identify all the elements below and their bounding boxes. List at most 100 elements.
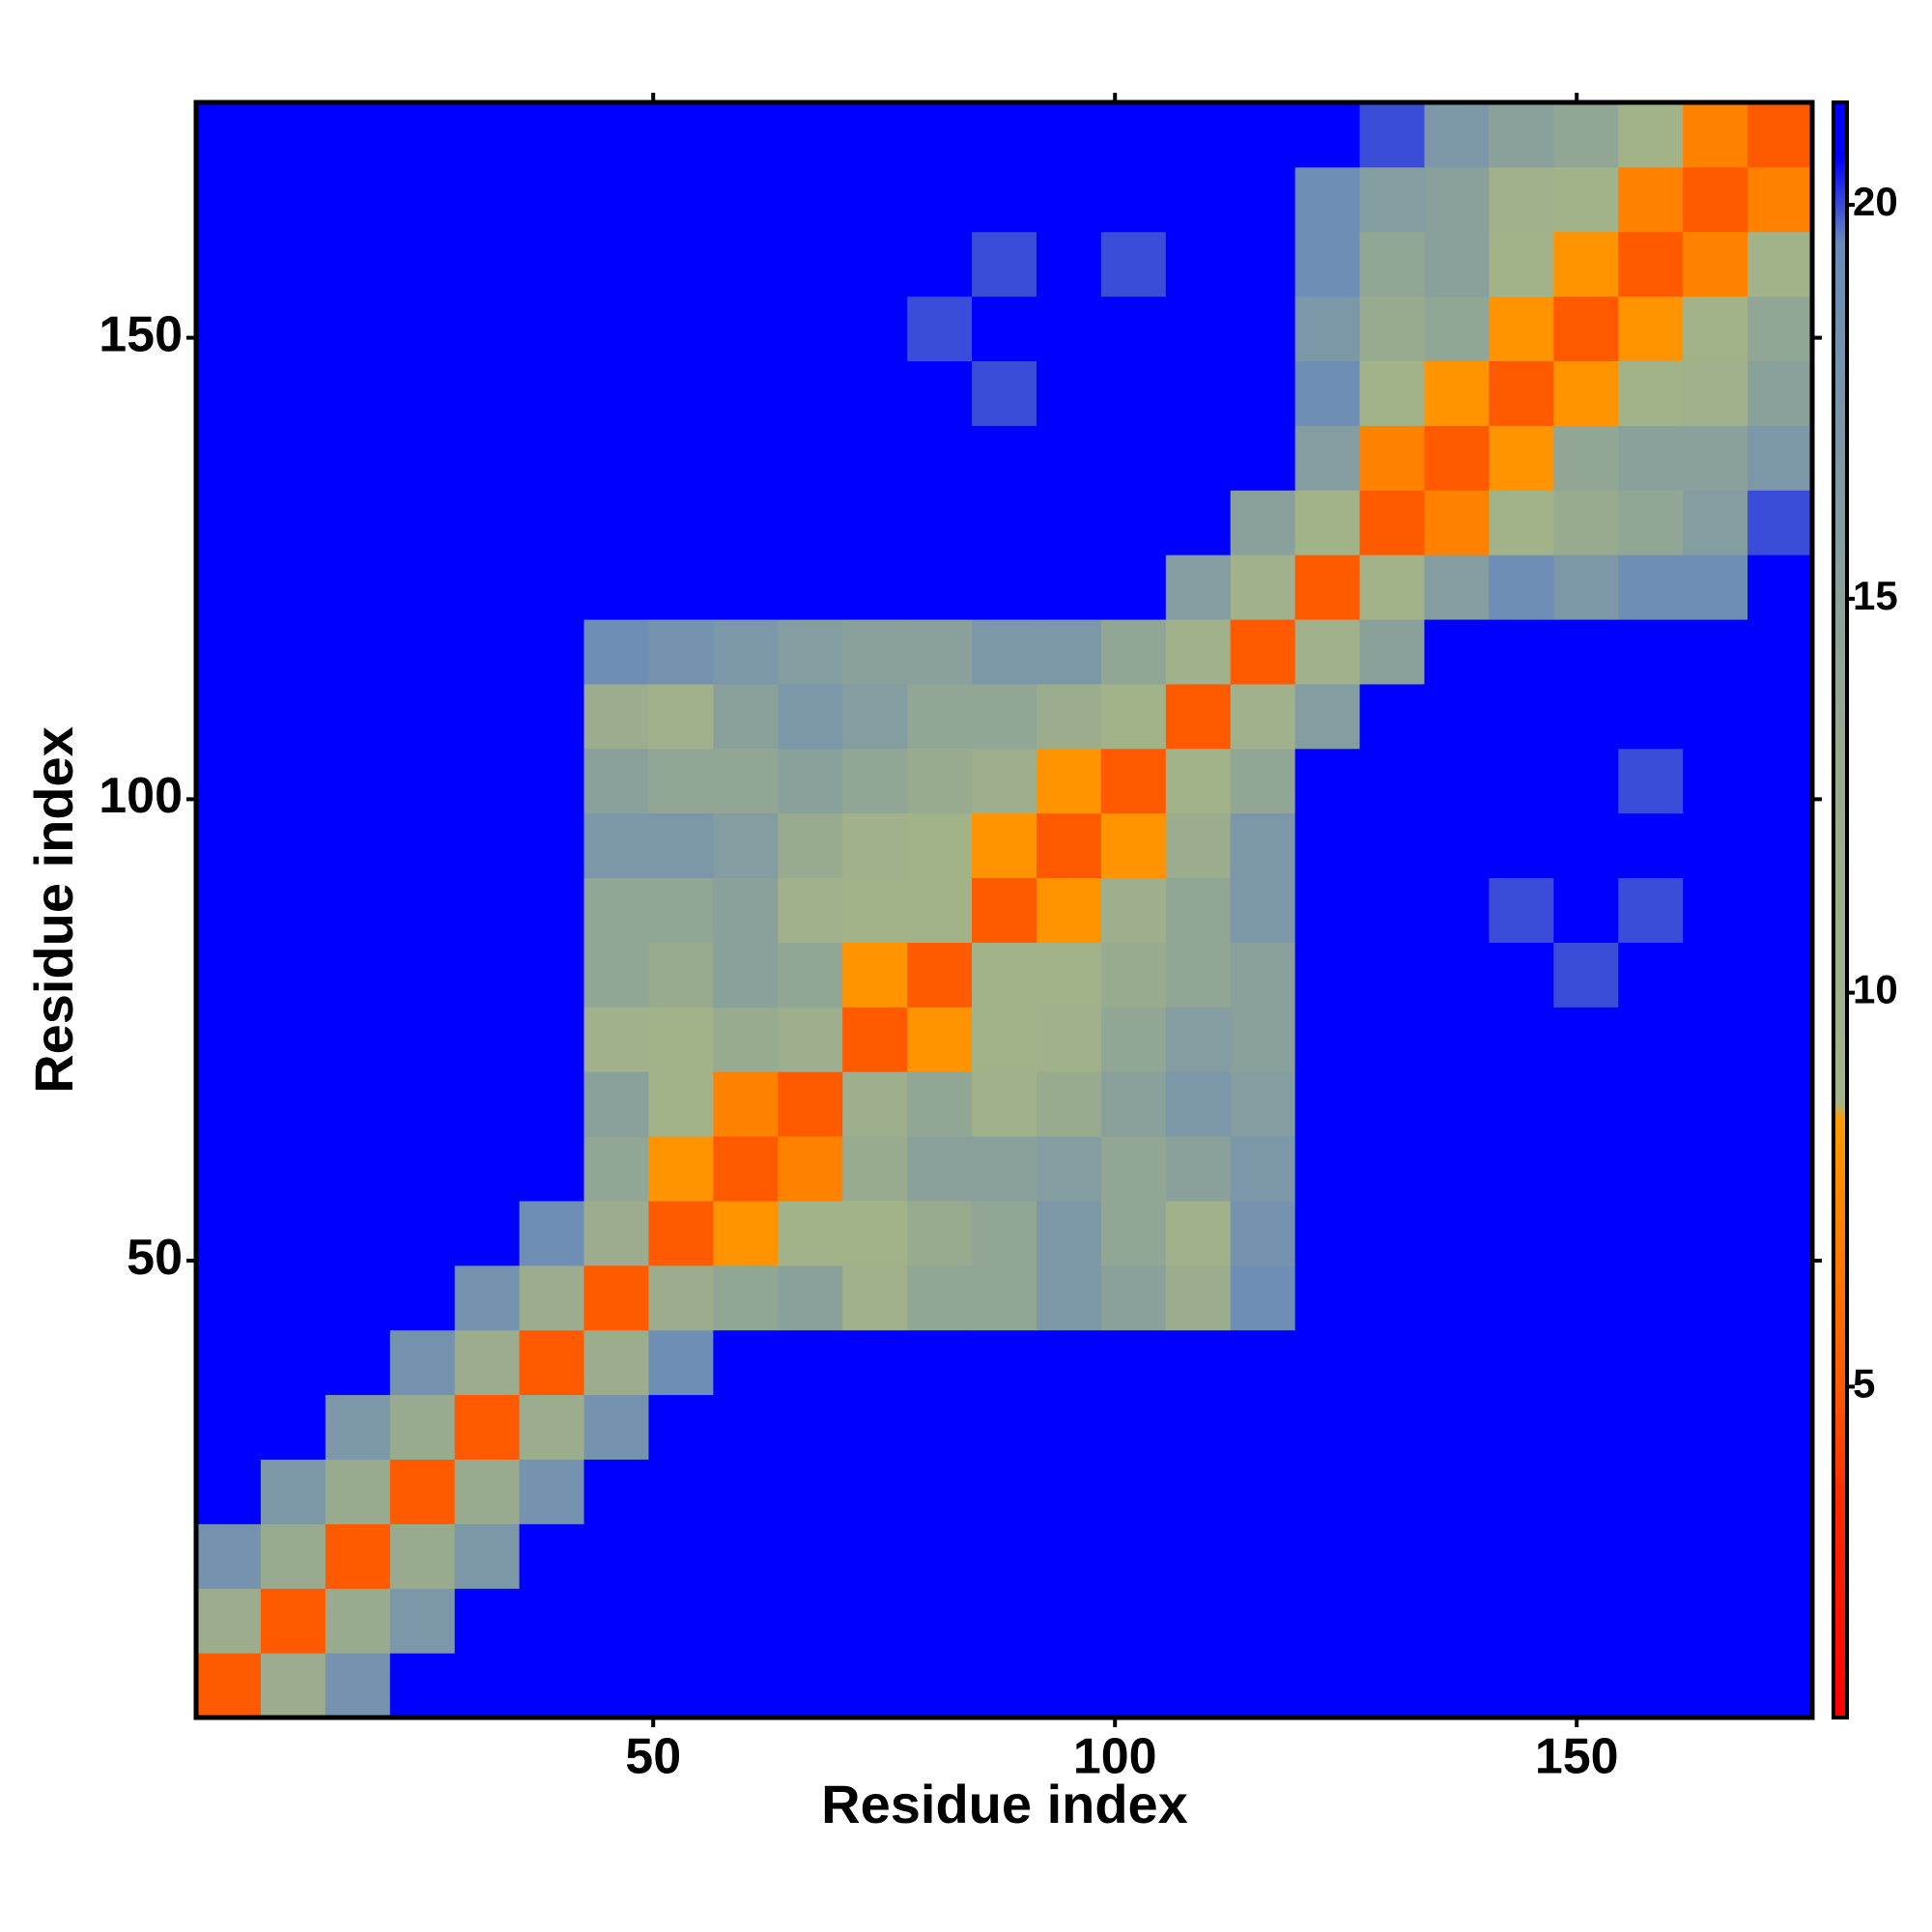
cell [778, 490, 843, 555]
cell [1683, 748, 1748, 814]
cell [1424, 554, 1490, 620]
cell [454, 1007, 521, 1072]
colorbar-tick-label: 10 [1853, 967, 1898, 1012]
cell [1359, 166, 1425, 233]
cell [972, 231, 1037, 298]
cell [1553, 1394, 1619, 1460]
cell [1036, 1329, 1102, 1396]
cell [1294, 748, 1361, 814]
cell [583, 425, 649, 491]
cell [972, 748, 1037, 814]
cell [1294, 102, 1361, 168]
cell [1683, 683, 1748, 750]
cell [325, 877, 391, 943]
cell [713, 1136, 779, 1202]
cell [1553, 1071, 1619, 1137]
cell [842, 1007, 908, 1072]
cell [519, 1459, 585, 1524]
cell [1618, 166, 1684, 233]
cell [648, 942, 714, 1008]
heatmap [196, 102, 1813, 1719]
cell [713, 1394, 779, 1460]
cell [519, 166, 585, 233]
cell [778, 231, 843, 298]
cell [1424, 683, 1490, 750]
cell [648, 1459, 714, 1524]
cell [389, 1523, 456, 1589]
cell [1553, 166, 1619, 233]
cell [1165, 1329, 1232, 1396]
cell [1618, 1329, 1684, 1396]
cell [1489, 942, 1554, 1008]
cell [778, 683, 843, 750]
cell [1683, 1264, 1748, 1331]
cell [1100, 231, 1167, 298]
cell [1230, 554, 1296, 620]
cell [325, 1136, 391, 1202]
cell [1618, 490, 1684, 555]
cell [1230, 490, 1296, 555]
cell [1359, 425, 1425, 491]
cell [325, 1329, 391, 1396]
cell [648, 1071, 714, 1137]
cell [1165, 683, 1232, 750]
cell [583, 360, 649, 426]
cell [648, 1136, 714, 1202]
cell [1747, 748, 1813, 814]
cell [1359, 748, 1425, 814]
cell [454, 942, 521, 1008]
cell [1100, 748, 1167, 814]
cell [389, 1200, 456, 1266]
cell [1294, 1653, 1361, 1719]
cell [972, 1653, 1037, 1719]
cell [972, 1329, 1037, 1396]
cell [778, 748, 843, 814]
cell [1424, 1071, 1490, 1137]
cell [325, 1653, 391, 1719]
cell [1747, 554, 1813, 620]
cell [1294, 554, 1361, 620]
cell [713, 812, 779, 879]
cell [1747, 1071, 1813, 1137]
cell [713, 490, 779, 555]
cell [1100, 425, 1167, 491]
cell [907, 554, 973, 620]
cell [907, 1200, 973, 1266]
cell [454, 748, 521, 814]
cell [1618, 619, 1684, 685]
cell [778, 1136, 843, 1202]
cell [519, 1200, 585, 1266]
cell [1036, 360, 1102, 426]
cell [972, 877, 1037, 943]
cell [1424, 1588, 1490, 1654]
cell [1683, 1588, 1748, 1654]
cell [842, 942, 908, 1008]
cell [648, 877, 714, 943]
cell [454, 102, 521, 168]
cell [1618, 554, 1684, 620]
cell [1230, 1459, 1296, 1524]
cell [1553, 1459, 1619, 1524]
cell [196, 1329, 262, 1396]
cell [1424, 1329, 1490, 1396]
cell [196, 425, 262, 491]
cell [842, 360, 908, 426]
cell [1165, 1459, 1232, 1524]
cell [1424, 166, 1490, 233]
cell [1424, 942, 1490, 1008]
cell [1553, 1588, 1619, 1654]
cell [260, 102, 327, 168]
cell [778, 1588, 843, 1654]
cell [1100, 296, 1167, 362]
cell [519, 812, 585, 879]
cell [389, 1264, 456, 1331]
cell [196, 1459, 262, 1524]
cell [907, 1007, 973, 1072]
cell [1036, 554, 1102, 620]
cell [842, 1653, 908, 1719]
cell [1683, 1523, 1748, 1589]
cell [1424, 1394, 1490, 1460]
cell [1036, 1264, 1102, 1331]
cell [1359, 942, 1425, 1008]
cell [1618, 877, 1684, 943]
